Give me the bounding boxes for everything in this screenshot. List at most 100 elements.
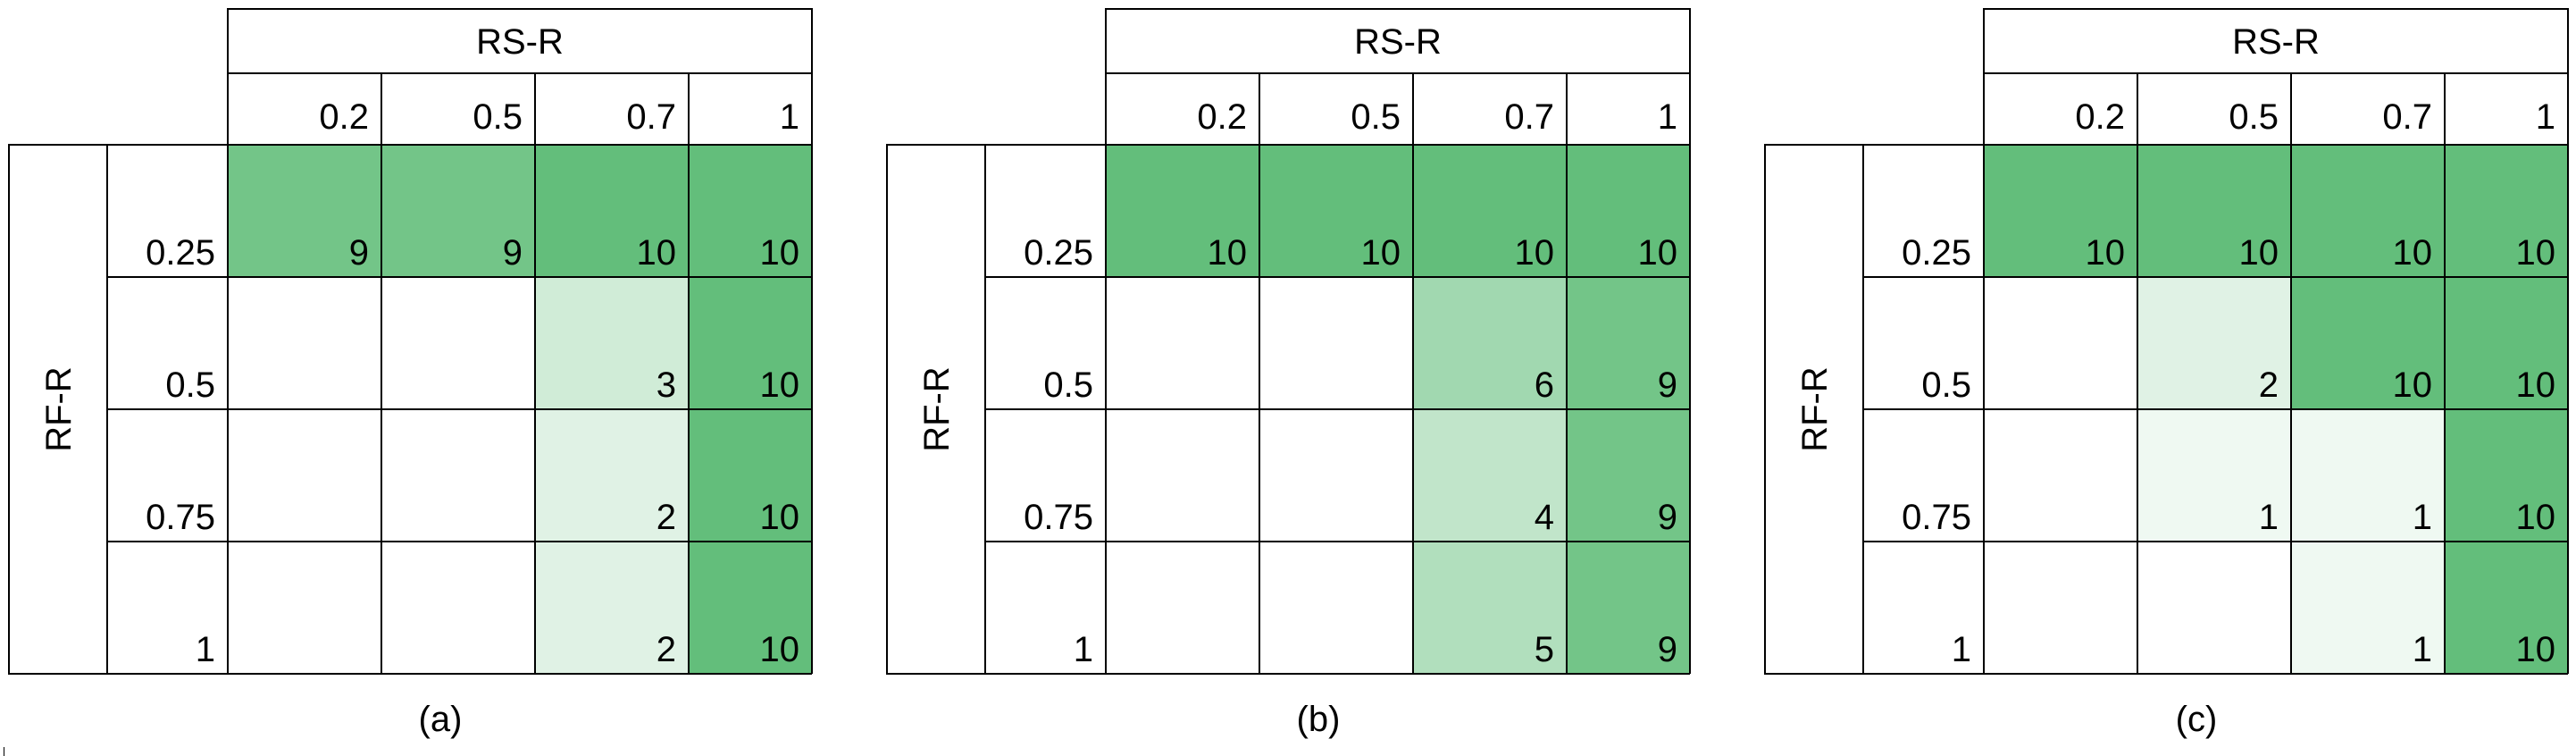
heatmap-cell bbox=[1413, 542, 1567, 674]
cell-value-label: 10 bbox=[760, 630, 800, 669]
heatmap-cell bbox=[1984, 277, 2137, 409]
cell-value-label: 3 bbox=[657, 365, 676, 405]
heatmap-cell bbox=[689, 277, 812, 409]
cell-value-label: 1 bbox=[2259, 498, 2279, 537]
heatmap-cell bbox=[2291, 542, 2445, 674]
heatmap-b: RS-R 0.2 0.5 0.7 1 RF-R 0.25 0.5 0.75 1 10 10 10 10 6 9… bbox=[886, 8, 1691, 675]
heatmap-cell bbox=[1984, 542, 2137, 674]
col-tick-label: 0.7 bbox=[626, 97, 676, 137]
heatmap-panel-c: RS-R 0.2 0.5 0.7 1 RF-R 0.25 0.5 0.75 1 10 10 10 10 2 1… bbox=[1764, 0, 2576, 756]
cell-value-label: 9 bbox=[1658, 630, 1677, 669]
col-header-label: RS-R bbox=[1354, 22, 1442, 62]
heatmap-cell bbox=[1567, 277, 1690, 409]
heatmap-cell bbox=[1567, 145, 1690, 277]
cell-value-label: 6 bbox=[1535, 365, 1554, 405]
cell-value-label: 1 bbox=[2413, 630, 2432, 669]
heatmap-cell bbox=[1984, 409, 2137, 542]
heatmap-cell bbox=[228, 409, 381, 542]
cell-value-label: 2 bbox=[2259, 365, 2279, 405]
heatmap-cell bbox=[381, 145, 535, 277]
col-header-label: RS-R bbox=[476, 22, 564, 62]
row-header-label: RF-R bbox=[917, 366, 957, 452]
cell-value-label: 10 bbox=[1638, 233, 1678, 273]
heatmap-cell bbox=[1106, 145, 1259, 277]
heatmap-cell bbox=[2445, 145, 2568, 277]
cell-value-label: 10 bbox=[1515, 233, 1555, 273]
heatmap-cell bbox=[535, 542, 689, 674]
heatmap-panel-a: RS-R 0.2 0.5 0.7 1 RF-R 0.25 0.5 0.75 1 9 9 10 10 3 10 2… bbox=[8, 0, 831, 756]
col-tick-label: 0.2 bbox=[2075, 97, 2125, 137]
heatmap-cell bbox=[381, 277, 535, 409]
heatmap-cell bbox=[228, 277, 381, 409]
row-tick-label: 0.25 bbox=[146, 233, 215, 273]
heatmap-cell bbox=[2137, 145, 2291, 277]
heatmap-cell bbox=[689, 145, 812, 277]
cell-value-label: 10 bbox=[2086, 233, 2126, 273]
heatmap-cell bbox=[2445, 277, 2568, 409]
cell-value-label: 1 bbox=[2413, 498, 2432, 537]
row-tick-label: 1 bbox=[196, 630, 215, 669]
heatmap-cell bbox=[2291, 145, 2445, 277]
row-tick-label: 1 bbox=[1074, 630, 1093, 669]
heatmap-cell bbox=[2137, 542, 2291, 674]
heatmap-cell bbox=[1413, 277, 1567, 409]
cell-value-label: 10 bbox=[637, 233, 677, 273]
heatmap-cell bbox=[1259, 277, 1413, 409]
heatmap-cell bbox=[1413, 145, 1567, 277]
row-header-label: RF-R bbox=[1795, 366, 1835, 452]
row-tick-label: 0.75 bbox=[1024, 498, 1093, 537]
cell-value-label: 10 bbox=[2516, 233, 2556, 273]
cell-value-label: 10 bbox=[2393, 365, 2433, 405]
col-tick-label: 0.7 bbox=[2382, 97, 2432, 137]
heatmap-cell bbox=[535, 277, 689, 409]
heatmap-cell bbox=[1106, 409, 1259, 542]
heatmap-cell bbox=[2291, 409, 2445, 542]
panel-caption-a: (a) bbox=[418, 700, 463, 739]
col-header-label: RS-R bbox=[2232, 22, 2320, 62]
cell-value-label: 10 bbox=[760, 365, 800, 405]
heatmap-cell bbox=[1984, 145, 2137, 277]
heatmap-c: RS-R 0.2 0.5 0.7 1 RF-R 0.25 0.5 0.75 1 10 10 10 10 2 1… bbox=[1764, 8, 2569, 675]
heatmap-cell bbox=[1413, 409, 1567, 542]
col-tick-label: 0.5 bbox=[473, 97, 523, 137]
heatmap-cell bbox=[2137, 277, 2291, 409]
panel-caption-c: (c) bbox=[2175, 700, 2218, 739]
row-header-label: RF-R bbox=[39, 366, 79, 452]
heatmap-cell bbox=[1106, 542, 1259, 674]
cell-value-label: 5 bbox=[1535, 630, 1554, 669]
col-tick-label: 1 bbox=[1658, 97, 1677, 137]
row-tick-label: 0.25 bbox=[1024, 233, 1093, 273]
cell-value-label: 10 bbox=[2239, 233, 2279, 273]
row-tick-label: 0.75 bbox=[146, 498, 215, 537]
row-tick-label: 0.5 bbox=[1921, 365, 1971, 405]
row-tick-label: 0.75 bbox=[1902, 498, 1971, 537]
panel-caption-b: (b) bbox=[1296, 700, 1341, 739]
cell-value-label: 2 bbox=[657, 498, 676, 537]
heatmap-cell bbox=[689, 542, 812, 674]
col-tick-label: 0.7 bbox=[1504, 97, 1554, 137]
col-tick-label: 0.2 bbox=[319, 97, 369, 137]
cell-value-label: 10 bbox=[760, 498, 800, 537]
heatmap-cell bbox=[689, 409, 812, 542]
heatmap-cell bbox=[228, 542, 381, 674]
cell-value-label: 10 bbox=[1208, 233, 1248, 273]
cell-value-label: 10 bbox=[2516, 630, 2556, 669]
cell-value-label: 9 bbox=[503, 233, 523, 273]
heatmap-cell bbox=[535, 145, 689, 277]
row-tick-label: 1 bbox=[1952, 630, 1971, 669]
cell-value-label: 10 bbox=[2516, 498, 2556, 537]
heatmap-panel-b: RS-R 0.2 0.5 0.7 1 RF-R 0.25 0.5 0.75 1 10 10 10 10 6 9… bbox=[886, 0, 1709, 756]
cell-value-label: 9 bbox=[349, 233, 369, 273]
row-tick-label: 0.5 bbox=[1043, 365, 1093, 405]
heatmap-cell bbox=[381, 542, 535, 674]
col-tick-label: 0.5 bbox=[1351, 97, 1401, 137]
cell-value-label: 10 bbox=[2516, 365, 2556, 405]
heatmap-cell bbox=[1106, 277, 1259, 409]
heatmap-cell bbox=[1567, 409, 1690, 542]
heatmap-cell bbox=[2445, 542, 2568, 674]
heatmap-cell bbox=[535, 409, 689, 542]
col-tick-label: 0.2 bbox=[1197, 97, 1247, 137]
heatmap-cell bbox=[1259, 542, 1413, 674]
heatmap-cell bbox=[1259, 145, 1413, 277]
cell-value-label: 4 bbox=[1535, 498, 1554, 537]
